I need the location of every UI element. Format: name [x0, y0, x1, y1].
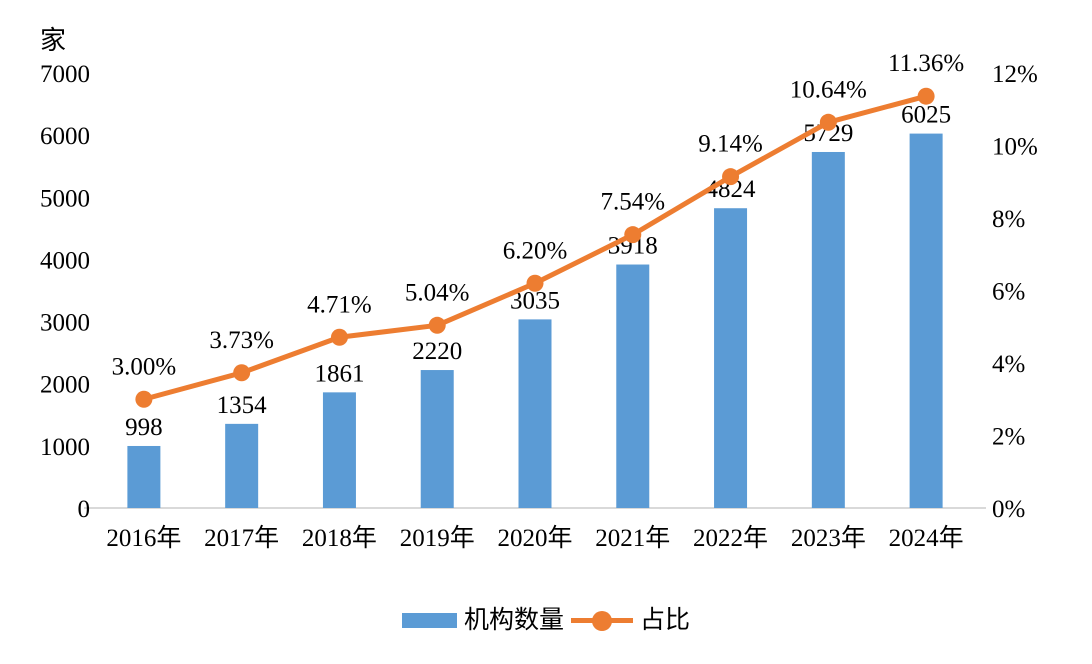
legend-label-line-series: 占比 [640, 607, 691, 634]
line-marker-2024年 [917, 87, 935, 105]
y-axis-right-tick-label: 0% [992, 496, 1025, 523]
line-value-label: 5.04% [405, 279, 470, 306]
x-axis-category-label: 2024年 [889, 524, 964, 552]
legend: 机构数量 占比 [0, 608, 1092, 633]
y-axis-left-tick-label: 7000 [40, 61, 90, 88]
line-value-label: 3.73% [209, 327, 274, 354]
bar-2016年 [127, 445, 161, 508]
y-axis-left-tick-label: 0 [78, 496, 91, 523]
x-axis-category-label: 2023年 [791, 524, 866, 552]
y-axis-left-tick-label: 3000 [40, 310, 90, 337]
bar-2017年 [225, 423, 259, 508]
line-value-label: 4.71% [307, 291, 372, 318]
line-marker-2021年 [624, 226, 642, 244]
bar-value-label: 1354 [217, 392, 268, 419]
x-axis-category-label: 2016年 [106, 524, 181, 552]
bar-value-label: 1861 [314, 360, 364, 387]
line-value-label: 6.20% [503, 237, 568, 264]
line-marker-2022年 [722, 168, 740, 186]
bar-2019年 [420, 370, 454, 508]
line-value-label: 7.54% [600, 189, 665, 216]
x-axis-category-label: 2019年 [400, 524, 475, 552]
legend-line-marker-icon [592, 610, 612, 631]
y-axis-left-tick-label: 1000 [40, 434, 90, 461]
y-axis-right-tick-label: 10% [992, 134, 1038, 161]
line-marker-2017年 [233, 364, 251, 382]
y-axis-right-tick-label: 8% [992, 206, 1025, 233]
line-value-label: 10.64% [790, 76, 867, 103]
line-marker-2019年 [428, 316, 446, 334]
y-axis-left-tick-label: 6000 [40, 123, 90, 150]
line-value-label: 3.00% [112, 353, 177, 380]
y-axis-right-tick-label: 4% [992, 351, 1025, 378]
bar-2024年 [909, 133, 943, 508]
line-marker-2023年 [819, 113, 837, 131]
bar-value-label: 2220 [412, 338, 462, 365]
legend-label-bar-series: 机构数量 [463, 607, 564, 634]
legend-bar-swatch [401, 613, 457, 628]
y-axis-left-tick-label: 2000 [40, 372, 90, 399]
line-value-label: 11.36% [888, 50, 964, 77]
y-axis-left-tick-label: 5000 [40, 185, 90, 212]
x-axis-category-label: 2018年 [302, 524, 377, 552]
legend-line-swatch [571, 610, 633, 631]
bar-value-label: 998 [125, 414, 163, 441]
x-axis-category-label: 2020年 [497, 524, 572, 552]
bar-2022年 [714, 208, 748, 509]
x-axis-category-label: 2017年 [204, 524, 279, 552]
y-axis-left-tick-label: 4000 [40, 247, 90, 274]
line-marker-2016年 [135, 390, 153, 408]
bar-value-label: 6025 [901, 102, 951, 129]
left-axis-unit-label: 家 [40, 26, 67, 55]
bar-2023年 [811, 151, 845, 508]
y-axis-right-tick-label: 2% [992, 424, 1025, 451]
line-marker-2020年 [526, 274, 544, 292]
bar-2020年 [518, 319, 552, 508]
line-value-label: 9.14% [698, 131, 763, 158]
y-axis-right-tick-label: 12% [992, 61, 1038, 88]
bar-2018年 [322, 392, 356, 508]
y-axis-right-tick-label: 6% [992, 279, 1025, 306]
bar-2021年 [616, 264, 650, 508]
line-marker-2018年 [330, 328, 348, 346]
x-axis-category-label: 2021年 [595, 524, 670, 552]
x-axis-category-label: 2022年 [693, 524, 768, 552]
